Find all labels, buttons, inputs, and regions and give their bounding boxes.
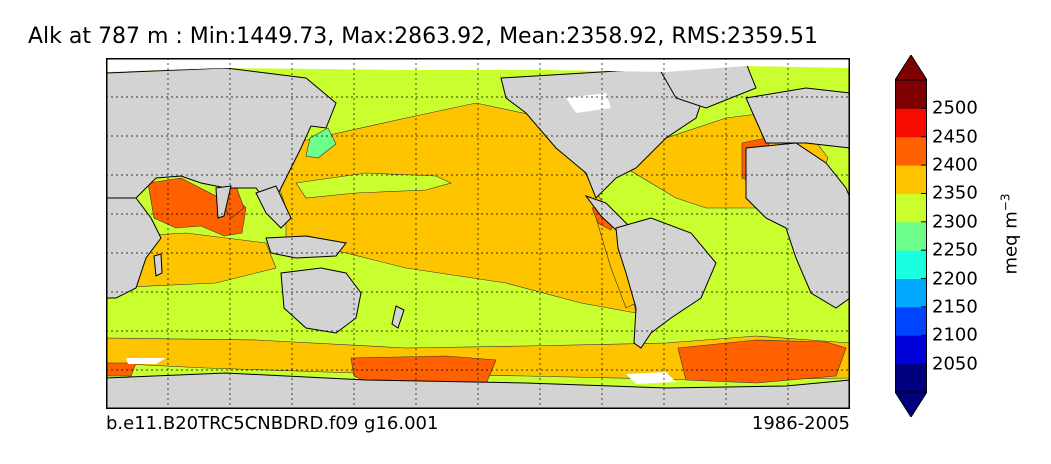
- colorbar-tick-label: 2400: [932, 154, 978, 176]
- colorbar-tick-label: 2150: [932, 296, 978, 318]
- chart-title: Alk at 787 m : Min:1449.73, Max:2863.92,…: [28, 24, 819, 49]
- colorbar-tick-label: 2050: [932, 353, 978, 375]
- map-frame: [106, 58, 850, 409]
- southern-missing-a: [626, 372, 676, 384]
- southern-2400-b: [677, 339, 847, 384]
- colorbar-segment: [895, 108, 927, 138]
- colorbar-segment: [895, 193, 927, 223]
- colorbar-tick-label: 2350: [932, 182, 978, 204]
- colorbar-segment: [895, 80, 927, 109]
- india: [215, 185, 232, 219]
- australia: [280, 267, 362, 334]
- south-america: [615, 217, 717, 349]
- colorbar-under-triangle: [895, 391, 927, 417]
- colorbar-tick-label: 2300: [932, 211, 978, 233]
- period-label: 1986-2005: [751, 413, 850, 434]
- southern-missing-b: [126, 358, 166, 364]
- map-panel: [106, 58, 850, 409]
- europe: [745, 87, 850, 149]
- alkalinity-map: [106, 58, 850, 409]
- southeast-asia: [255, 185, 292, 229]
- colorbar-frame: [895, 79, 927, 393]
- pacific-2300-tongue: [295, 172, 452, 199]
- colorbar-segment: [895, 335, 927, 365]
- colorbar-segment: [895, 221, 927, 251]
- colorbar-over-triangle: [895, 55, 927, 81]
- colorbar-tick-label: 2200: [932, 268, 978, 290]
- arabian-sea-2400: [147, 177, 247, 237]
- colorbar: [895, 55, 927, 417]
- africa-east: [106, 197, 162, 299]
- units-exponent: −3: [998, 193, 1013, 212]
- colorbar-tick-label: 2500: [932, 97, 978, 119]
- japan-sea-2250: [305, 127, 337, 159]
- colorbar-segment: [895, 363, 927, 393]
- colorbar-segment: [895, 306, 927, 336]
- run-name-label: b.e11.B20TRC5CNBDRD.f09 g16.001: [106, 413, 439, 434]
- madagascar: [153, 253, 163, 277]
- colorbar-tick-label: 2100: [932, 324, 978, 346]
- units-text: meq m: [1000, 211, 1022, 275]
- colorbar-segment: [895, 250, 927, 280]
- colorbar-tick-label: 2450: [932, 126, 978, 148]
- graticule: [106, 58, 850, 409]
- africa-main: [745, 142, 850, 309]
- new-zealand: [391, 305, 405, 329]
- colorbar-segment: [895, 165, 927, 194]
- colorbar-segment: [895, 278, 927, 308]
- southern-2400-c: [106, 362, 137, 377]
- colorbar-segment: [895, 136, 927, 166]
- colorbar-tick-label: 2250: [932, 239, 978, 261]
- hudson-missing: [566, 93, 611, 113]
- colorbar-units-label: meq m−3: [999, 194, 1022, 275]
